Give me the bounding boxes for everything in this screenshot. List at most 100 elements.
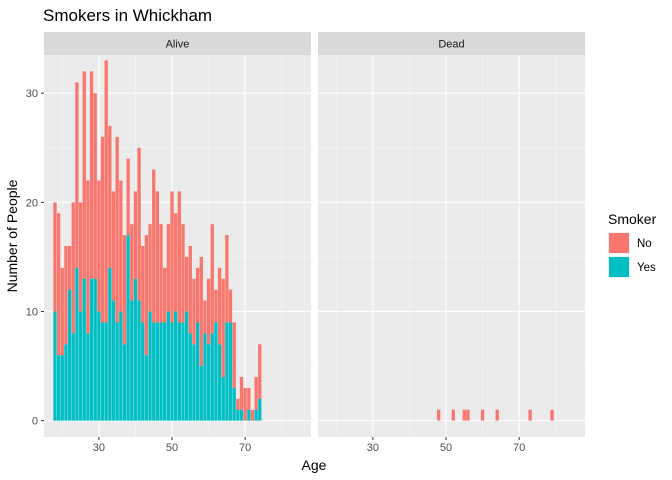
bar-no bbox=[217, 267, 222, 345]
bar-no bbox=[111, 191, 116, 301]
bar-no bbox=[258, 344, 262, 399]
bar-yes bbox=[111, 300, 116, 421]
bar-yes bbox=[236, 409, 240, 421]
bar-no bbox=[141, 246, 145, 323]
bar-yes bbox=[64, 344, 68, 421]
bar-no bbox=[166, 224, 171, 312]
bar-no bbox=[60, 267, 64, 356]
legend-key-no bbox=[609, 233, 629, 253]
bar-no bbox=[192, 278, 196, 345]
bar-yes bbox=[100, 322, 105, 421]
bar-no bbox=[466, 409, 470, 421]
bar-yes bbox=[141, 322, 145, 421]
bar-yes bbox=[199, 366, 203, 421]
bar-yes bbox=[86, 333, 90, 421]
bar-no bbox=[104, 60, 108, 323]
bar-yes bbox=[122, 344, 127, 421]
bar-no bbox=[243, 387, 247, 421]
bar-yes bbox=[126, 235, 130, 421]
bar-no bbox=[67, 246, 72, 290]
bar-no bbox=[236, 398, 240, 410]
bar-yes bbox=[53, 311, 57, 421]
bar-yes bbox=[133, 278, 138, 421]
bar-no bbox=[137, 147, 141, 301]
bar-no bbox=[89, 71, 94, 279]
bar-no bbox=[133, 191, 138, 279]
bar-yes bbox=[225, 322, 229, 421]
bar-yes bbox=[60, 355, 64, 421]
bar-yes bbox=[195, 322, 200, 421]
bar-yes bbox=[152, 322, 156, 421]
bar-yes bbox=[206, 344, 211, 421]
bar-no bbox=[528, 409, 532, 421]
bar-no bbox=[174, 213, 178, 312]
bar-yes bbox=[97, 311, 101, 421]
bar-yes bbox=[177, 322, 181, 421]
bar-no bbox=[437, 409, 441, 421]
x-tick-label: 30 bbox=[93, 442, 105, 454]
bar-no bbox=[86, 180, 90, 334]
x-tick-label: 70 bbox=[239, 442, 251, 454]
bar-no bbox=[126, 158, 130, 236]
bar-no bbox=[188, 246, 192, 334]
bar-no bbox=[159, 224, 163, 323]
bar-no bbox=[148, 224, 152, 312]
bar-no bbox=[130, 224, 134, 301]
bar-yes bbox=[159, 322, 163, 421]
bar-no bbox=[115, 136, 119, 323]
bar-no bbox=[462, 409, 466, 421]
bar-yes bbox=[148, 311, 152, 421]
x-tick-label: 50 bbox=[440, 442, 452, 454]
bar-no bbox=[184, 256, 189, 312]
bar-yes bbox=[155, 322, 160, 421]
bar-no bbox=[210, 224, 214, 334]
bar-no bbox=[82, 71, 86, 279]
bar-no bbox=[239, 376, 244, 410]
chart-title: Smokers in Whickham bbox=[43, 6, 212, 25]
bar-yes bbox=[166, 311, 171, 421]
bar-yes bbox=[75, 267, 79, 421]
bar-yes bbox=[203, 333, 207, 421]
bar-yes bbox=[217, 344, 222, 421]
bar-no bbox=[232, 322, 236, 388]
legend-label-yes: Yes bbox=[637, 262, 656, 274]
bar-yes bbox=[184, 311, 189, 421]
bar-yes bbox=[192, 344, 196, 421]
x-axis-title: Age bbox=[302, 457, 327, 473]
bar-yes bbox=[56, 355, 61, 421]
bar-yes bbox=[115, 322, 119, 421]
bar-no bbox=[71, 202, 75, 334]
bar-no bbox=[228, 289, 233, 323]
bar-yes bbox=[104, 322, 108, 421]
bar-no bbox=[550, 409, 554, 421]
bar-yes bbox=[232, 387, 236, 421]
bar-yes bbox=[67, 289, 72, 421]
legend-key-yes bbox=[609, 257, 629, 277]
bar-yes bbox=[144, 355, 149, 421]
bar-no bbox=[122, 235, 127, 345]
facet-strip bbox=[44, 32, 311, 55]
facet-strip-label: Alive bbox=[166, 39, 190, 51]
bar-no bbox=[64, 246, 68, 345]
bar-no bbox=[195, 267, 200, 323]
bar-no bbox=[250, 409, 255, 421]
bar-no bbox=[155, 191, 160, 323]
bar-yes bbox=[228, 322, 233, 421]
bar-yes bbox=[188, 333, 192, 421]
bar-yes bbox=[137, 300, 141, 421]
bar-no bbox=[177, 191, 181, 323]
bar-no bbox=[206, 278, 211, 345]
bar-no bbox=[181, 224, 185, 323]
bar-yes bbox=[258, 398, 262, 421]
facet-strip bbox=[318, 32, 585, 55]
bar-no bbox=[108, 125, 112, 268]
bar-no bbox=[225, 235, 229, 323]
bar-yes bbox=[93, 278, 97, 421]
y-axis-title: Number of People bbox=[4, 179, 20, 292]
bar-yes bbox=[239, 409, 244, 421]
bar-no bbox=[75, 82, 79, 268]
bar-no bbox=[119, 180, 123, 312]
bar-yes bbox=[247, 409, 251, 421]
bar-no bbox=[97, 180, 101, 312]
bar-no bbox=[170, 191, 174, 323]
